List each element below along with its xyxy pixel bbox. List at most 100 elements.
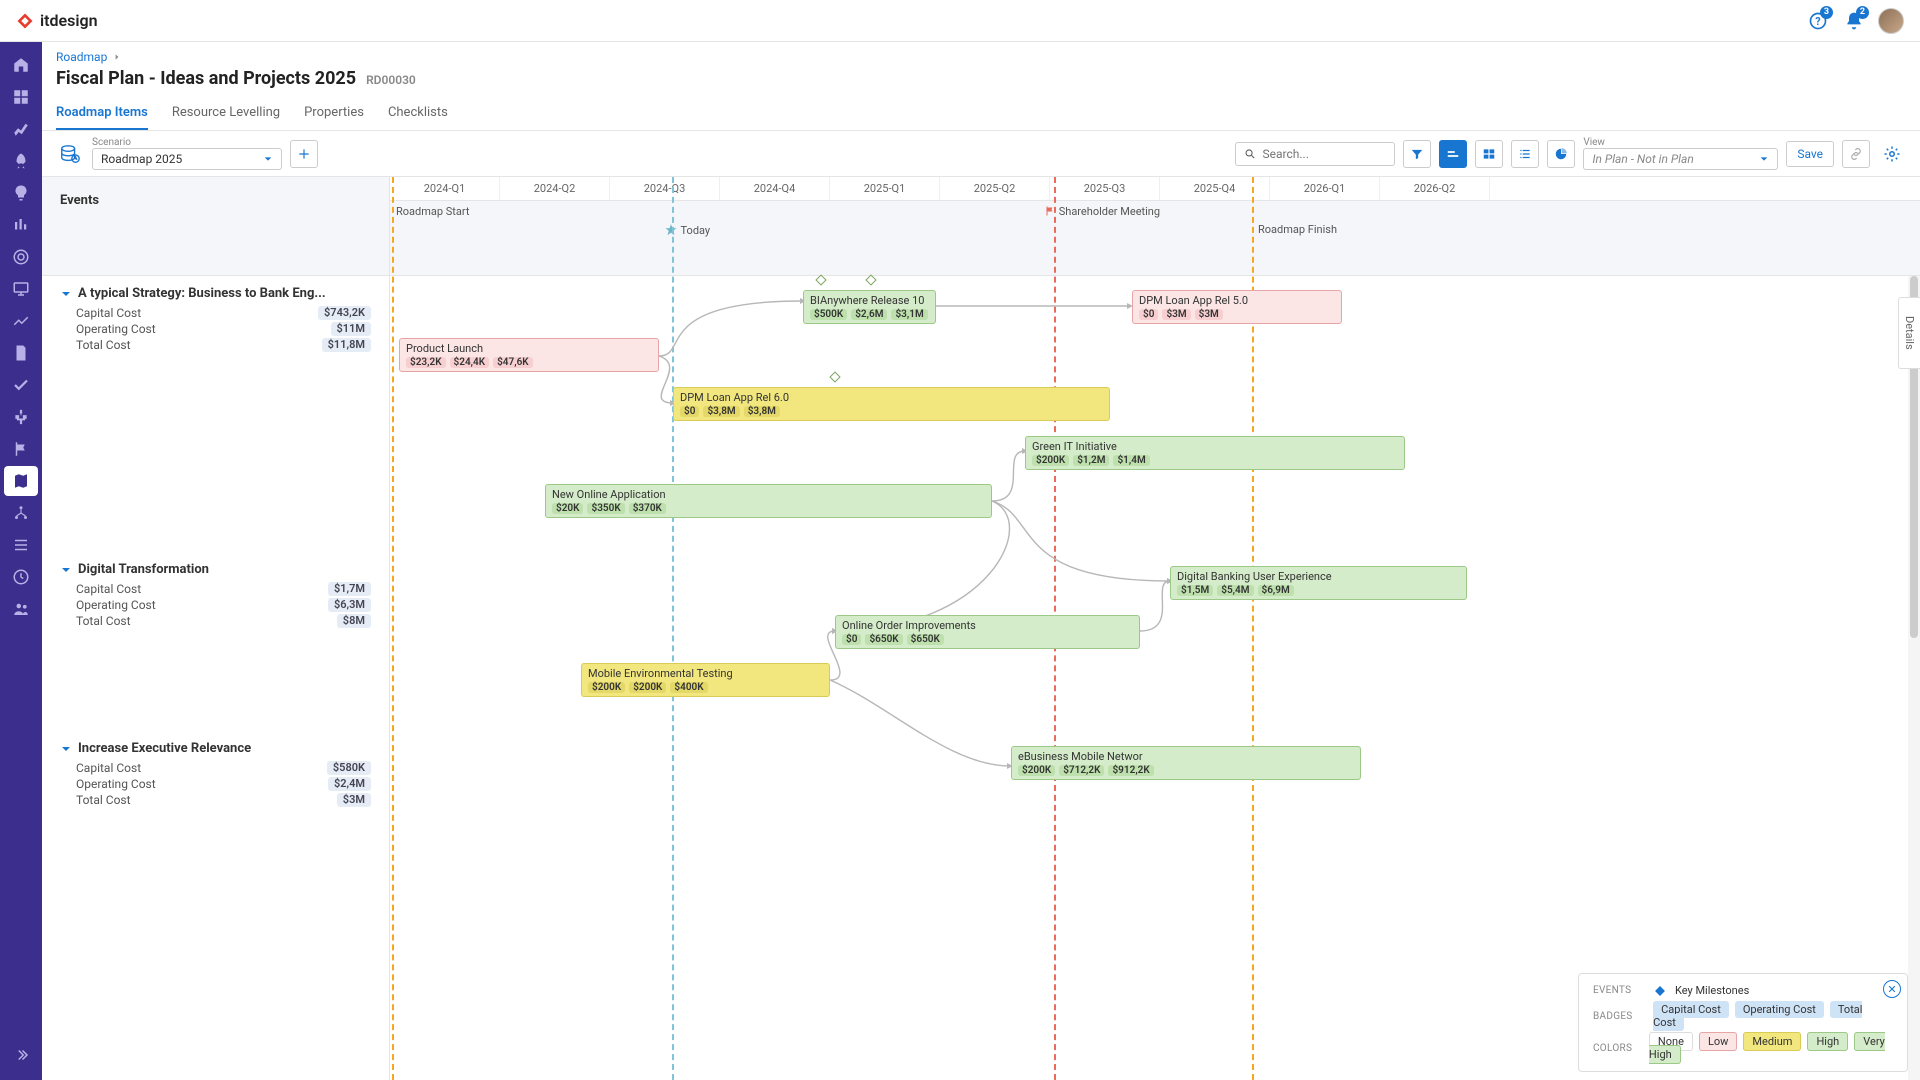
filter-button[interactable] <box>1403 140 1431 168</box>
item-title: Mobile Environmental Testing <box>588 667 823 680</box>
item-total: $3M <box>1195 309 1223 320</box>
view-board-button[interactable] <box>1475 140 1503 168</box>
tab-checklists[interactable]: Checklists <box>388 97 448 130</box>
nav-collapse[interactable] <box>4 1040 38 1070</box>
quarter-cell: 2026-Q2 <box>1380 177 1490 200</box>
chevron-down-icon <box>60 743 72 755</box>
item-total: $3,8M <box>744 406 780 417</box>
timeline-panel[interactable]: 2024-Q12024-Q22024-Q32024-Q42025-Q12025-… <box>390 177 1920 1080</box>
nav-roadmap[interactable] <box>4 466 38 496</box>
legend-close-button[interactable]: ✕ <box>1883 980 1901 998</box>
nav-list[interactable] <box>4 530 38 560</box>
cost-label: Operating Cost <box>76 777 156 791</box>
item-capital: $20K <box>552 503 583 514</box>
nav-home[interactable] <box>4 50 38 80</box>
vertical-scrollbar[interactable] <box>1908 276 1920 1080</box>
chevron-right-icon <box>113 53 121 61</box>
roadmap-item[interactable]: Online Order Improvements$0$650K$650K <box>835 615 1140 649</box>
chevron-down-icon <box>1759 154 1769 164</box>
view-list-button[interactable] <box>1511 140 1539 168</box>
nav-users[interactable] <box>4 594 38 624</box>
roadmap-start-label: Roadmap Start <box>396 205 469 218</box>
item-title: BIAnywhere Release 10 <box>810 294 929 307</box>
item-operating: $1,2M <box>1073 455 1109 466</box>
group-header[interactable]: Increase Executive Relevance <box>42 731 389 760</box>
details-tab[interactable]: Details <box>1898 297 1920 369</box>
save-button[interactable]: Save <box>1786 141 1834 167</box>
view-timeline-button[interactable] <box>1439 140 1467 168</box>
toolbar: Scenario Roadmap 2025 View In Plan - Not… <box>42 131 1920 177</box>
item-capital: $0 <box>680 406 699 417</box>
roadmap-item[interactable]: New Online Application$20K$350K$370K <box>545 484 992 518</box>
nav-monitor[interactable] <box>4 274 38 304</box>
roadmap-item[interactable]: Mobile Environmental Testing$200K$200K$4… <box>581 663 830 697</box>
notifications-button[interactable]: 2 <box>1842 9 1866 33</box>
item-total: $47,6K <box>493 357 533 368</box>
search-input[interactable] <box>1263 147 1387 161</box>
view-value: In Plan - Not in Plan <box>1592 152 1693 166</box>
help-button[interactable]: ? 3 <box>1806 9 1830 33</box>
nav-trend[interactable] <box>4 306 38 336</box>
roadmap-item[interactable]: DPM Loan App Rel 6.0$0$3,8M$3,8M <box>673 387 1110 421</box>
group-title: Increase Executive Relevance <box>78 741 251 756</box>
roadmap-item[interactable]: Product Launch$23,2K$24,4K$47,6K <box>399 338 659 372</box>
star-icon <box>664 223 678 237</box>
scenario-select[interactable]: Roadmap 2025 <box>92 148 282 170</box>
settings-button[interactable] <box>1878 140 1906 168</box>
user-avatar[interactable] <box>1878 8 1904 34</box>
item-operating: $350K <box>587 503 624 514</box>
tab-resource-levelling[interactable]: Resource Levelling <box>172 97 280 130</box>
legend-color: High <box>1807 1032 1848 1051</box>
cost-label: Capital Cost <box>76 761 141 775</box>
quarter-cell: 2025-Q3 <box>1050 177 1160 200</box>
milestone-diamond <box>815 274 826 285</box>
today-label: Today <box>681 224 711 237</box>
item-total: $370K <box>629 503 666 514</box>
add-scenario-button[interactable] <box>290 140 318 168</box>
nav-chart[interactable] <box>4 114 38 144</box>
item-operating: $2,6M <box>851 309 887 320</box>
item-operating: $3M <box>1162 309 1190 320</box>
cost-value: $2,4M <box>328 777 371 791</box>
cost-label: Operating Cost <box>76 322 156 336</box>
breadcrumb-link[interactable]: Roadmap <box>56 50 107 64</box>
item-capital: $500K <box>810 309 847 320</box>
item-total: $650K <box>907 634 944 645</box>
view-select[interactable]: In Plan - Not in Plan <box>1583 148 1778 170</box>
item-capital: $23,2K <box>406 357 446 368</box>
search-box[interactable] <box>1235 142 1395 166</box>
nav-hierarchy[interactable] <box>4 402 38 432</box>
roadmap-finish-label: Roadmap Finish <box>1258 223 1337 236</box>
roadmap-item[interactable]: eBusiness Mobile Networ$200K$712,2K$912,… <box>1011 746 1361 780</box>
quarter-header: 2024-Q12024-Q22024-Q32024-Q42025-Q12025-… <box>390 177 1920 201</box>
nav-check[interactable] <box>4 370 38 400</box>
legend-events-value: Key Milestones <box>1675 984 1749 997</box>
roadmap-item[interactable]: Digital Banking User Experience$1,5M$5,4… <box>1170 566 1467 600</box>
quarter-cell: 2026-Q1 <box>1270 177 1380 200</box>
item-operating: $200K <box>629 682 666 693</box>
group-header[interactable]: A typical Strategy: Business to Bank Eng… <box>42 276 389 305</box>
nav-tree[interactable] <box>4 498 38 528</box>
nav-flag[interactable] <box>4 434 38 464</box>
nav-grid[interactable] <box>4 82 38 112</box>
tab-properties[interactable]: Properties <box>304 97 364 130</box>
link-button[interactable] <box>1842 140 1870 168</box>
roadmap-item[interactable]: BIAnywhere Release 10$500K$2,6M$3,1M <box>803 290 936 324</box>
group-header[interactable]: Digital Transformation <box>42 552 389 581</box>
milestone-diamond <box>865 274 876 285</box>
legend-color: Medium <box>1743 1032 1801 1051</box>
view-pie-button[interactable] <box>1547 140 1575 168</box>
nav-rocket[interactable] <box>4 146 38 176</box>
nav-clock[interactable] <box>4 562 38 592</box>
item-title: Online Order Improvements <box>842 619 1133 632</box>
left-nav <box>0 42 42 1080</box>
roadmap-item[interactable]: DPM Loan App Rel 5.0$0$3M$3M <box>1132 290 1342 324</box>
nav-document[interactable] <box>4 338 38 368</box>
events-header: Events <box>42 177 389 276</box>
nav-lightbulb[interactable] <box>4 178 38 208</box>
cost-label: Operating Cost <box>76 598 156 612</box>
roadmap-item[interactable]: Green IT Initiative$200K$1,2M$1,4M <box>1025 436 1405 470</box>
nav-bars[interactable] <box>4 210 38 240</box>
nav-target[interactable] <box>4 242 38 272</box>
tab-roadmap-items[interactable]: Roadmap Items <box>56 97 148 130</box>
